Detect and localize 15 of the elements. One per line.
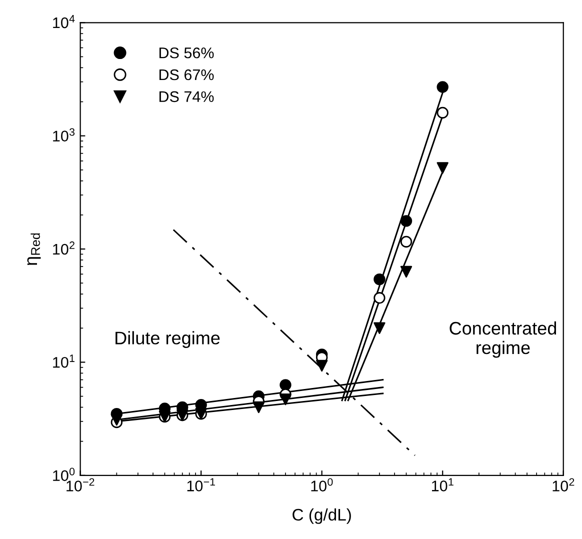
x-axis-title: C (g/dL): [292, 508, 351, 524]
annotation: Dilute regime: [116, 331, 220, 348]
y-tick-label: 10$^{3}$: [53, 128, 75, 142]
legend-label: DS 74%: [159, 91, 214, 102]
y-axis-title: η$_{Red}$: [27, 233, 41, 266]
x-tick-label: 10$^{2}$: [552, 478, 574, 492]
legend-label: DS 56%: [159, 47, 214, 58]
y-tick-label: 10$^{4}$: [53, 15, 75, 28]
x-tick-label: 10$^{−1}$: [187, 478, 215, 492]
y-tick-label: 10$^{2}$: [53, 241, 74, 255]
x-tick-label: 10$^{0}$: [311, 478, 333, 492]
legend-label: DS 67%: [159, 69, 214, 80]
y-tick-label: 10$^{1}$: [53, 354, 74, 368]
annotation: Concentrated regime: [450, 321, 556, 358]
x-tick-label: 10$^{1}$: [432, 478, 454, 492]
